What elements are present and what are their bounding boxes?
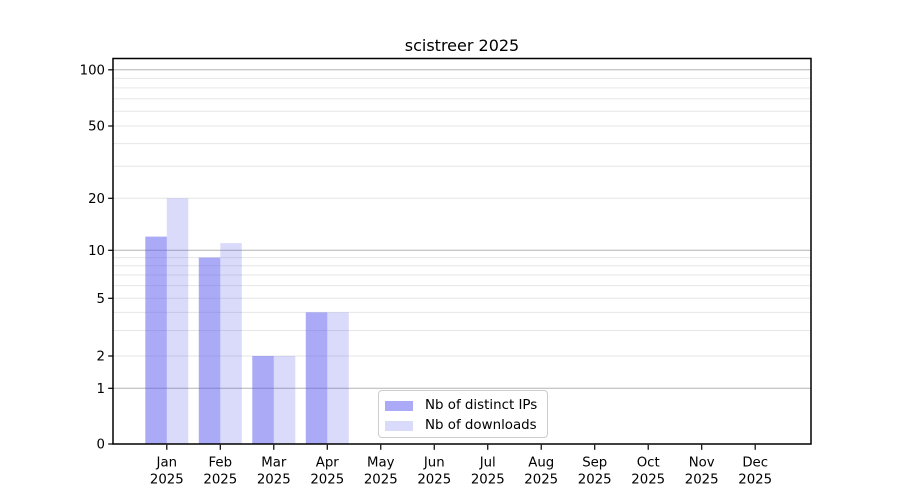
x-tick-label-dec: Dec 2025 xyxy=(738,456,772,488)
y-tick-label-2: 2 xyxy=(97,350,105,365)
legend: Nb of distinct IPs Nb of downloads xyxy=(378,390,548,438)
bar-downloads-feb xyxy=(220,243,242,444)
x-tick-label-sep: Sep 2025 xyxy=(578,456,612,488)
y-tick-label-0: 0 xyxy=(97,438,105,453)
bar-distinct-ips-apr xyxy=(305,312,328,444)
bar-distinct-ips-feb xyxy=(198,257,221,444)
x-tick-label-jun: Jun 2025 xyxy=(417,456,451,488)
x-tick-label-nov: Nov 2025 xyxy=(685,456,719,488)
x-tick-label-may: May 2025 xyxy=(364,456,398,488)
plot-border xyxy=(112,57,812,445)
bar-downloads-mar xyxy=(273,356,296,444)
chart-title: scistreer 2025 xyxy=(404,36,520,55)
x-tick-label-oct: Oct 2025 xyxy=(631,456,665,488)
legend-item-downloads: Nb of downloads xyxy=(385,416,547,435)
y-tick-label-1: 1 xyxy=(97,382,105,397)
y-tick-label-50: 50 xyxy=(88,120,105,135)
x-tick-label-jul: Jul 2025 xyxy=(471,456,505,488)
x-tick-label-apr: Apr 2025 xyxy=(310,456,344,488)
legend-item-distinct-ips: Nb of distinct IPs xyxy=(385,396,547,415)
bar-distinct-ips-jan xyxy=(145,236,167,444)
y-tick-label-100: 100 xyxy=(80,64,105,79)
bar-distinct-ips-mar xyxy=(252,356,274,444)
bar-downloads-apr xyxy=(327,312,349,444)
legend-swatch-distinct-ips xyxy=(385,400,413,411)
x-tick-label-aug: Aug 2025 xyxy=(524,456,558,488)
x-tick-label-mar: Mar 2025 xyxy=(257,456,291,488)
legend-label-distinct-ips: Nb of distinct IPs xyxy=(425,398,538,413)
x-tick-label-feb: Feb 2025 xyxy=(203,456,237,488)
y-tick-label-20: 20 xyxy=(88,192,105,207)
legend-swatch-downloads xyxy=(385,420,413,431)
x-tick-label-jan: Jan 2025 xyxy=(150,456,184,488)
legend-label-downloads: Nb of downloads xyxy=(425,418,537,433)
bar-downloads-jan xyxy=(166,198,189,444)
y-tick-label-5: 5 xyxy=(97,292,105,307)
y-tick-label-10: 10 xyxy=(88,244,105,259)
